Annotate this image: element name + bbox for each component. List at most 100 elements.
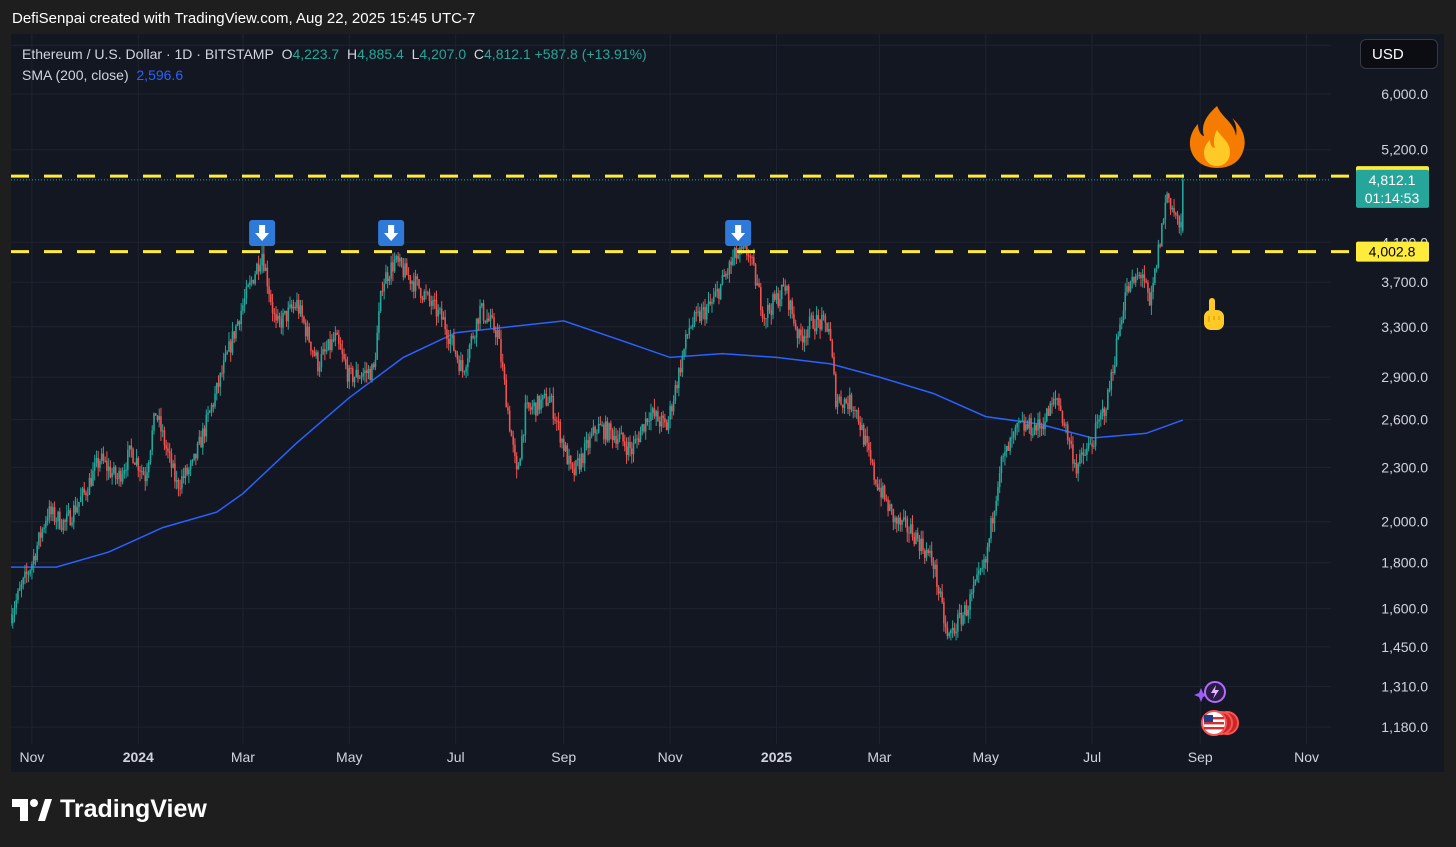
candle-body <box>463 371 466 373</box>
legend-sma-row[interactable]: SMA (200, close) 2,596.6 <box>22 65 647 86</box>
candle-body <box>214 393 216 407</box>
y-axis-label: 6,000.0 <box>1381 86 1428 102</box>
candle-body <box>998 472 1001 487</box>
last-price-tag <box>1356 169 1429 208</box>
candle-body <box>184 467 187 479</box>
candle-body <box>955 631 957 634</box>
candle-body <box>1002 455 1004 457</box>
candle-body <box>1068 440 1071 442</box>
candle-body <box>545 393 548 406</box>
x-axis-label: Nov <box>19 749 44 765</box>
candle-body <box>41 528 44 538</box>
candle-body <box>587 440 589 448</box>
candle-body <box>742 246 745 249</box>
candle-body <box>1117 336 1120 339</box>
candle-body <box>775 293 778 300</box>
candle-body <box>927 549 929 554</box>
candle-body <box>594 426 596 434</box>
candle-body <box>939 591 942 594</box>
candle-body <box>139 470 141 472</box>
candle-body <box>153 413 155 431</box>
candle-body <box>573 468 576 476</box>
candle-body <box>962 615 964 625</box>
candle-body <box>555 420 558 422</box>
symbol-title[interactable]: Ethereum / U.S. Dollar · 1D · BITSTAMP <box>22 46 274 62</box>
candle-body <box>388 278 391 282</box>
candle-body <box>831 340 834 357</box>
candle-body <box>1004 451 1006 456</box>
candle-body <box>104 460 106 462</box>
candle-body <box>210 404 213 411</box>
down-arrow-icon <box>249 220 276 246</box>
candle-body <box>355 369 358 377</box>
candle-body <box>106 460 108 471</box>
candle-body <box>1115 338 1118 366</box>
candle-body <box>188 469 190 475</box>
candle-body <box>205 414 208 437</box>
candle-body <box>1045 408 1048 422</box>
candle-body <box>1086 448 1088 455</box>
candle-body <box>198 436 201 444</box>
candle-body <box>913 537 916 545</box>
candle-body <box>531 406 534 410</box>
candle-body <box>855 410 858 412</box>
down-arrow-icon <box>378 220 405 246</box>
tradingview-logo[interactable]: TradingView <box>12 795 207 824</box>
y-axis-label: 2,300.0 <box>1381 459 1428 475</box>
candle-body <box>953 627 956 634</box>
candle-body <box>964 605 966 616</box>
currency-button[interactable]: USD <box>1360 39 1438 69</box>
candle-body <box>215 382 218 394</box>
candle-body <box>620 432 623 435</box>
candle-body <box>88 477 91 495</box>
candle-body <box>270 294 272 303</box>
candle-body <box>451 335 453 338</box>
candle-body <box>163 430 166 446</box>
candle-body <box>437 309 440 317</box>
candle-body <box>770 310 773 315</box>
candle-body <box>948 633 950 637</box>
candle-body <box>768 304 771 311</box>
candle-body <box>207 412 209 415</box>
candle-body <box>372 364 375 368</box>
sparkle-bolt-icon[interactable] <box>1194 680 1228 711</box>
candle-body <box>50 506 52 515</box>
candle-body <box>25 571 28 574</box>
candle-body <box>861 424 863 430</box>
candle-body <box>102 453 105 461</box>
candle-body <box>170 453 173 468</box>
candle-body <box>627 441 630 456</box>
candle-body <box>1152 283 1154 292</box>
us-flag-icon[interactable] <box>1199 708 1241 743</box>
candle-body <box>381 291 384 293</box>
candle-body <box>123 470 126 475</box>
candle-body <box>784 286 787 291</box>
candle-body <box>160 416 162 432</box>
candle-body <box>374 359 377 368</box>
candle-body <box>1018 421 1020 423</box>
candle-body <box>1080 452 1083 455</box>
candle-body <box>887 499 889 512</box>
candle-body <box>109 466 112 478</box>
candle-body <box>189 463 192 470</box>
candle-body <box>697 311 699 313</box>
candle-body <box>801 335 804 343</box>
candle-body <box>930 550 933 563</box>
candle-body <box>341 349 344 354</box>
candle-body <box>245 286 248 299</box>
candle-body <box>132 448 134 464</box>
candle-body <box>730 261 732 265</box>
candle-body <box>362 373 365 377</box>
candle-body <box>925 549 928 558</box>
candle-body <box>1161 223 1163 247</box>
candle-body <box>892 508 895 523</box>
candle-body <box>957 614 959 632</box>
candle-body <box>1091 443 1093 447</box>
candle-body <box>552 395 555 419</box>
level-price-tag <box>1356 241 1429 262</box>
candle-body <box>477 318 480 324</box>
candle-body <box>224 353 227 361</box>
candle-body <box>17 590 19 600</box>
price-chart[interactable]: 1,180.0 1,310.0 1,450.0 1,600.0 1,800.0 2,000… <box>11 34 1444 772</box>
candle-body <box>990 518 992 539</box>
